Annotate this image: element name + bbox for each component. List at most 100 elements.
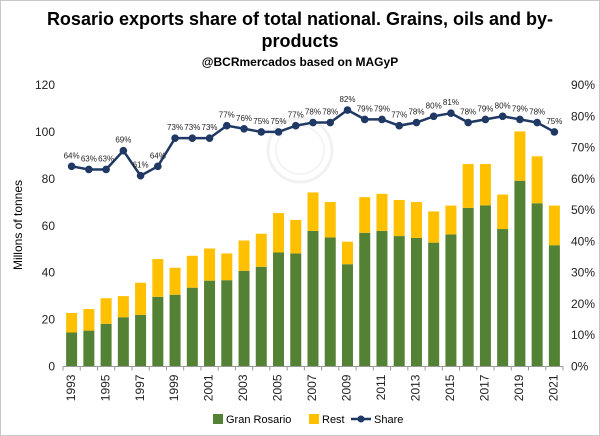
bar-gran-rosario-2012 — [393, 236, 405, 367]
share-point-1996 — [119, 146, 128, 155]
bar-gran-rosario-2017 — [479, 205, 491, 367]
share-data-label: 77% — [391, 111, 407, 120]
bar-rest-2013 — [410, 202, 422, 238]
legend-label-gran-rosario: Gran Rosario — [226, 414, 291, 426]
y2-tick-label: 0% — [571, 360, 589, 374]
y2-tick-label: 20% — [571, 297, 595, 311]
x-tick-label: 2009 — [340, 374, 354, 401]
share-point-1995 — [102, 165, 110, 174]
y2-tick-label: 60% — [571, 172, 595, 186]
bar-gran-rosario-2001 — [204, 280, 216, 367]
share-data-label: 79% — [357, 104, 373, 113]
x-tick-label: 2005 — [271, 374, 285, 401]
bar-gran-rosario-2015 — [445, 234, 457, 367]
bar-gran-rosario-2004 — [255, 266, 267, 367]
bar-rest-2017 — [479, 164, 491, 206]
share-data-label: 80% — [495, 101, 511, 110]
y-tick-label: 0 — [48, 360, 55, 374]
share-data-label: 64% — [64, 151, 80, 160]
share-point-2011 — [378, 115, 386, 124]
share-point-1998 — [154, 162, 162, 171]
bar-rest-2005 — [273, 213, 285, 253]
y2-tick-label: 10% — [571, 328, 595, 342]
bar-rest-2016 — [462, 164, 474, 208]
share-point-2015 — [447, 109, 455, 117]
bar-rest-1993 — [66, 313, 78, 333]
share-data-label: 75% — [546, 117, 562, 126]
chart-subtitle: @BCRmercados based on MAGyP — [201, 55, 399, 69]
share-point-2012 — [395, 121, 404, 130]
y-tick-label: 80 — [42, 172, 56, 186]
bar-rest-1997 — [135, 282, 147, 315]
legend: Gran Rosario Rest Share — [213, 414, 403, 426]
share-data-label: 73% — [184, 123, 200, 132]
share-point-2007 — [309, 118, 317, 127]
x-tick-label: 2011 — [374, 374, 388, 400]
share-data-label: 78% — [322, 108, 338, 117]
share-data-label: 82% — [339, 95, 355, 104]
y-tick-label: 60 — [42, 219, 56, 233]
y2-tick-label: 30% — [571, 266, 595, 280]
share-point-2018 — [498, 112, 507, 121]
bar-rest-2019 — [514, 131, 526, 181]
y2-tick-label: 70% — [571, 141, 595, 155]
x-tick-label: 1995 — [98, 374, 112, 401]
share-data-label: 64% — [150, 151, 166, 160]
share-data-label: 63% — [98, 154, 114, 163]
x-tick-label: 2013 — [409, 374, 423, 401]
share-point-2019 — [516, 115, 524, 124]
share-data-label: 76% — [236, 114, 252, 123]
y2-tick-label: 90% — [571, 78, 595, 92]
y-tick-label: 40 — [42, 266, 56, 280]
bar-rest-2000 — [186, 255, 198, 288]
share-data-label: 80% — [426, 101, 442, 110]
share-point-2006 — [291, 121, 300, 130]
bar-gran-rosario-2021 — [548, 245, 560, 367]
bar-gran-rosario-2018 — [497, 229, 509, 367]
x-tick-label: 1999 — [167, 374, 181, 401]
bar-gran-rosario-2009 — [341, 264, 353, 367]
share-data-label: 79% — [477, 104, 493, 113]
x-tick-label: 2019 — [512, 374, 526, 401]
bar-rest-2008 — [324, 202, 336, 238]
share-data-label: 78% — [460, 108, 476, 117]
bar-rest-2002 — [221, 253, 233, 281]
bar-rest-2018 — [497, 194, 509, 230]
share-point-2010 — [360, 115, 369, 124]
bar-gran-rosario-2008 — [324, 237, 336, 367]
share-data-label: 78% — [305, 108, 321, 117]
bar-gran-rosario-1997 — [135, 314, 147, 367]
share-data-label: 73% — [167, 123, 183, 132]
legend-swatch-rest — [309, 414, 319, 424]
y2-tick-label: 80% — [571, 109, 595, 123]
share-point-1997 — [136, 171, 145, 180]
bar-rest-2011 — [376, 193, 388, 231]
bar-gran-rosario-2019 — [514, 180, 526, 367]
share-data-label: 73% — [202, 123, 218, 132]
bar-rest-2007 — [307, 192, 319, 231]
bar-gran-rosario-2013 — [410, 237, 422, 367]
share-point-2020 — [533, 118, 541, 127]
x-tick-label: 1997 — [133, 374, 147, 401]
bar-gran-rosario-2003 — [238, 270, 250, 367]
share-point-2000 — [188, 134, 197, 142]
share-data-label: 78% — [408, 108, 424, 117]
y2-tick-label: 50% — [571, 203, 595, 217]
bar-gran-rosario-1995 — [100, 323, 112, 367]
bar-rest-1994 — [83, 309, 95, 331]
bar-rest-2014 — [428, 211, 440, 243]
legend-marker-share — [357, 415, 365, 423]
bar-rest-2012 — [393, 199, 405, 237]
bar-gran-rosario-1993 — [66, 332, 78, 367]
share-point-1994 — [85, 165, 93, 174]
bar-rest-1996 — [117, 296, 129, 318]
bar-gran-rosario-2006 — [290, 253, 302, 367]
legend-swatch-gran-rosario — [213, 414, 223, 424]
share-data-label: 79% — [512, 104, 528, 113]
bar-rest-2004 — [255, 233, 267, 267]
x-tick-label: 2003 — [236, 374, 250, 401]
share-point-1999 — [171, 134, 179, 142]
share-point-2013 — [412, 118, 421, 127]
bar-gran-rosario-1994 — [83, 330, 95, 367]
x-tick-label: 1993 — [64, 374, 78, 401]
